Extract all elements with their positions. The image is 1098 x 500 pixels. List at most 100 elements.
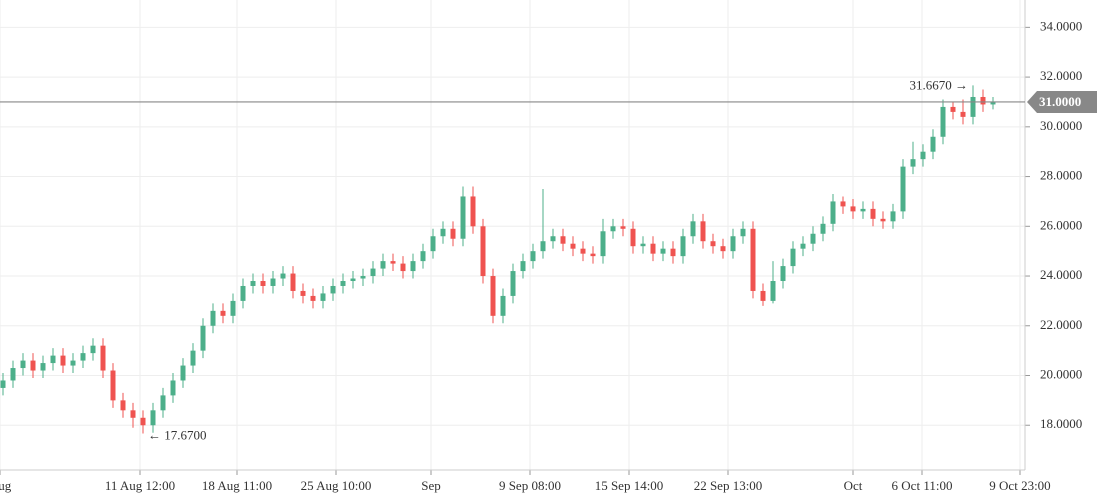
candle <box>680 228 686 264</box>
candle-body <box>40 363 46 371</box>
candle <box>270 271 276 294</box>
candle <box>140 410 146 434</box>
candle <box>530 243 536 269</box>
candle <box>730 228 736 259</box>
candle <box>580 241 586 262</box>
candle <box>520 253 526 279</box>
candle <box>260 273 266 294</box>
candle <box>450 221 456 247</box>
candle <box>230 293 236 324</box>
y-tick-label: 20.0000 <box>1040 366 1082 381</box>
candle <box>920 144 926 167</box>
candle-body <box>110 370 116 401</box>
candle-body <box>450 228 456 239</box>
candle-body <box>220 310 226 316</box>
candle-body <box>970 96 976 117</box>
last-price-badge <box>1027 90 1097 113</box>
candle-body <box>180 365 186 381</box>
candle <box>430 228 436 259</box>
x-tick-label: 6 Oct 11:00 <box>892 478 953 493</box>
candle <box>570 236 576 257</box>
candle-body <box>670 248 676 257</box>
candle <box>220 303 226 324</box>
candle-body <box>610 226 616 232</box>
candle <box>440 221 446 244</box>
candle <box>560 228 566 252</box>
candle-body <box>420 251 426 262</box>
candle-body <box>60 355 66 366</box>
candle-body <box>460 196 466 239</box>
x-tick-label: Sep <box>421 478 441 493</box>
candle-body <box>920 151 926 160</box>
x-tick-label: Oct <box>844 478 863 493</box>
candle <box>800 236 806 257</box>
candle <box>400 256 406 279</box>
candle-body <box>850 206 856 212</box>
candle <box>550 228 556 249</box>
candle-body <box>100 345 106 371</box>
candle <box>720 238 726 259</box>
candle <box>170 373 176 403</box>
candle <box>600 218 606 264</box>
candle-body <box>990 101 996 105</box>
candle-body <box>470 196 476 227</box>
annotation: ← 17.6700 <box>148 427 207 442</box>
candle-body <box>290 273 296 291</box>
candle-body <box>530 251 536 262</box>
candle <box>700 213 706 249</box>
candle <box>710 233 716 254</box>
candle <box>620 218 626 237</box>
x-tick-label: 9 Oct 23:00 <box>989 478 1050 493</box>
x-tick-label: 22 Sep 13:00 <box>694 478 763 493</box>
candle-body <box>950 106 956 112</box>
candle <box>740 221 746 244</box>
candle <box>470 186 476 234</box>
y-tick-label: 26.0000 <box>1040 217 1082 232</box>
candle-body <box>20 360 26 369</box>
candle <box>630 221 636 254</box>
candle-body <box>230 300 236 316</box>
candle-body <box>330 285 336 294</box>
x-tick-label: 25 Aug 10:00 <box>301 478 372 493</box>
candle <box>90 338 96 361</box>
candle <box>80 345 86 369</box>
candle <box>780 258 786 289</box>
candle-body <box>830 201 836 224</box>
x-tick-label: Aug <box>0 478 12 493</box>
candle-body <box>810 233 816 244</box>
candle <box>840 196 846 214</box>
candle-body <box>300 290 306 296</box>
candle <box>410 253 416 279</box>
candle <box>930 129 936 160</box>
candle <box>10 360 16 388</box>
candle-body <box>510 271 516 296</box>
candle <box>760 283 766 306</box>
y-tick-label: 34.0000 <box>1040 18 1082 33</box>
candle-body <box>890 211 896 222</box>
candle-body <box>170 380 176 396</box>
candle <box>770 261 776 304</box>
candle <box>850 198 856 219</box>
candle <box>190 343 196 374</box>
candle-body <box>770 281 776 301</box>
candle-body <box>80 353 86 361</box>
candle <box>240 278 246 309</box>
candle <box>670 241 676 264</box>
candle-body <box>730 236 736 252</box>
candle-body <box>930 136 936 152</box>
candle <box>210 303 216 334</box>
candle-body <box>390 261 396 264</box>
candle-body <box>260 281 266 286</box>
y-tick-label: 32.0000 <box>1040 68 1082 83</box>
candle <box>420 243 426 269</box>
candle <box>940 99 946 145</box>
candle <box>500 288 506 324</box>
candle-body <box>130 410 136 418</box>
candle-body <box>660 248 666 254</box>
candle-body <box>580 248 586 254</box>
candle <box>590 246 596 264</box>
candle-body <box>370 268 376 277</box>
candle-body <box>360 276 366 279</box>
